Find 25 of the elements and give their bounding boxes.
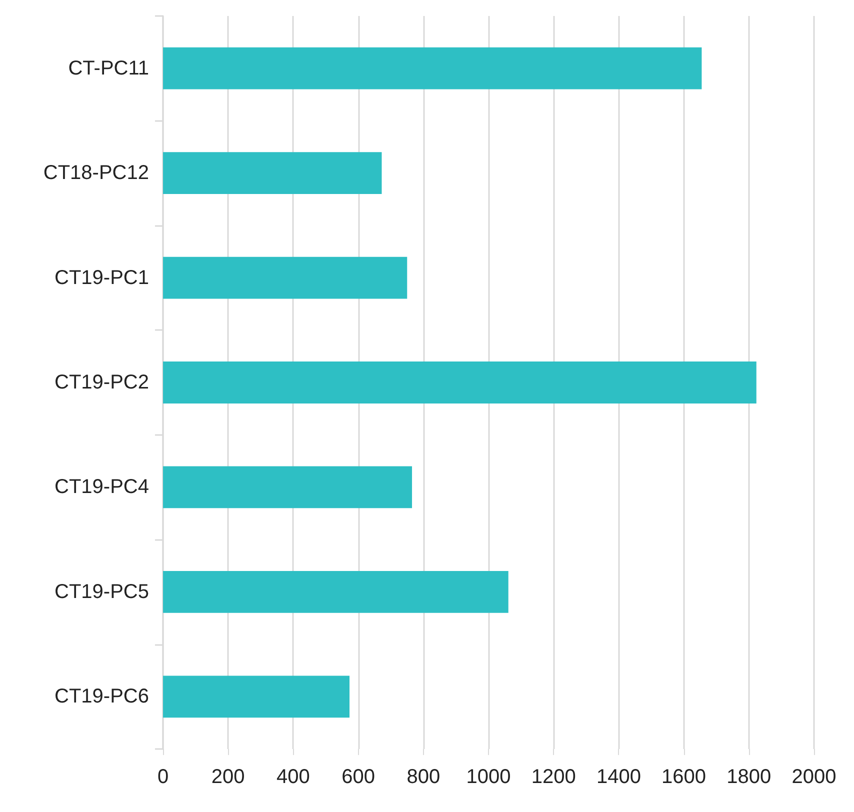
x-tick-label: 800 bbox=[406, 766, 440, 788]
y-tick-label: CT18-PC12 bbox=[43, 162, 149, 184]
y-tick-label: CT19-PC2 bbox=[54, 372, 149, 394]
bar bbox=[163, 152, 382, 194]
x-tick-label: 400 bbox=[276, 766, 310, 788]
x-tick-label: 600 bbox=[342, 766, 375, 788]
x-tick-label: 1200 bbox=[531, 766, 576, 788]
y-tick-label: CT19-PC5 bbox=[54, 580, 149, 603]
y-tick-label: CT19-PC4 bbox=[54, 476, 149, 498]
x-tick-label: 0 bbox=[157, 766, 169, 788]
x-tick-label: 2000 bbox=[792, 766, 836, 788]
bar bbox=[163, 47, 702, 90]
bar bbox=[163, 256, 408, 299]
x-tick-label: 1600 bbox=[662, 766, 706, 788]
bar bbox=[163, 362, 756, 404]
bar bbox=[163, 570, 508, 613]
x-tick-label: 200 bbox=[211, 766, 245, 788]
x-tick-label: 1800 bbox=[726, 766, 772, 788]
y-tick-label: CT19-PC1 bbox=[54, 266, 149, 289]
bar bbox=[163, 466, 412, 508]
x-tick-label: 1400 bbox=[596, 766, 641, 788]
y-tick-label: CT-PC11 bbox=[68, 57, 149, 80]
bar bbox=[163, 676, 350, 718]
x-tick-label: 1000 bbox=[466, 766, 511, 788]
y-tick-label: CT19-PC6 bbox=[54, 686, 149, 708]
